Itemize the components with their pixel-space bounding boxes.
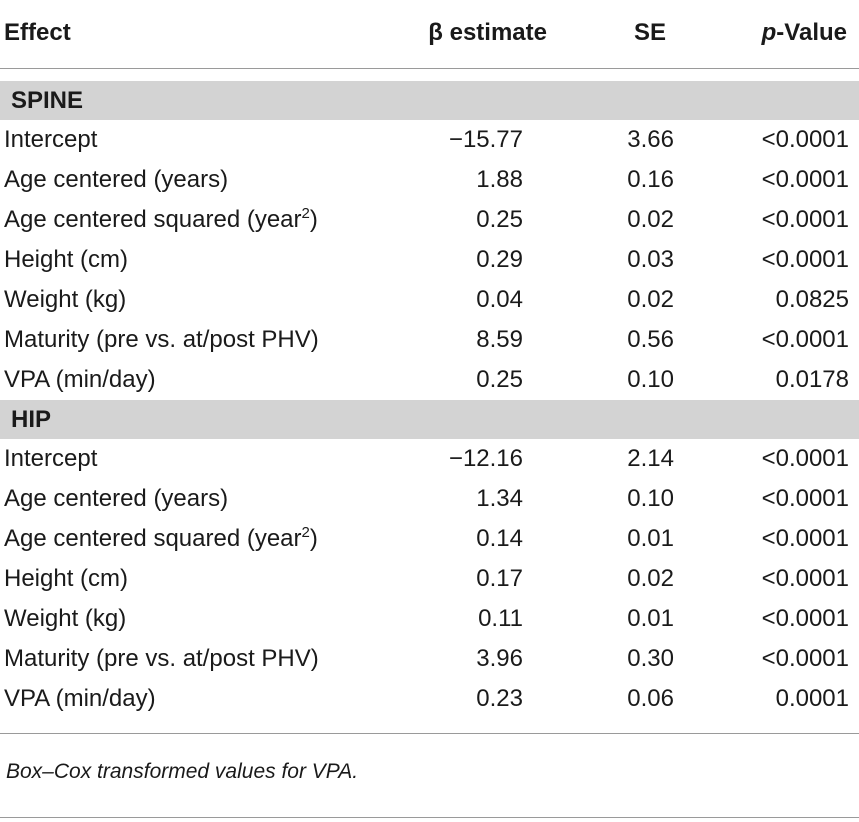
cell-se: 3.66: [627, 126, 674, 153]
header-p-italic: p: [761, 19, 777, 46]
cell-p: <0.0001: [761, 445, 849, 472]
cell-effect-close: ): [309, 525, 318, 552]
cell-beta: 0.29: [476, 246, 523, 273]
cell-beta: −15.77: [448, 126, 523, 153]
cell-beta: 0.14: [476, 525, 523, 552]
section-label: HIP: [11, 406, 52, 433]
cell-se: 0.01: [627, 525, 674, 552]
cell-beta: 3.96: [476, 645, 523, 672]
cell-effect-text: Age centered squared (year: [4, 525, 302, 552]
cell-p: <0.0001: [761, 166, 849, 193]
cell-se: 2.14: [627, 445, 674, 472]
cell-beta: 0.25: [476, 366, 523, 393]
header-rule: [0, 68, 859, 69]
table-row: Age centered squared (year2) 0.25 0.02 <…: [0, 200, 859, 240]
cell-p: <0.0001: [761, 246, 849, 273]
cell-beta: 0.11: [478, 605, 523, 632]
cell-effect-sup: 2: [301, 524, 310, 541]
table-header: Effect β estimate SE p-Value: [0, 0, 859, 68]
section-hip: HIP: [0, 400, 859, 439]
table-row: Maturity (pre vs. at/post PHV) 3.96 0.30…: [0, 639, 859, 679]
cell-effect: Weight (kg): [4, 286, 127, 313]
table-row: VPA (min/day) 0.25 0.10 0.0178: [0, 360, 859, 400]
cell-effect: Maturity (pre vs. at/post PHV): [4, 645, 319, 672]
cell-effect: Weight (kg): [4, 605, 127, 632]
table-row: VPA (min/day) 0.23 0.06 0.0001: [0, 679, 859, 719]
cell-p: <0.0001: [761, 525, 849, 552]
table-row: Intercept −15.77 3.66 <0.0001: [0, 120, 859, 160]
cell-effect: Age centered (years): [4, 485, 229, 512]
cell-effect-text: Age centered squared (year: [4, 206, 302, 233]
cell-effect: Maturity (pre vs. at/post PHV): [4, 326, 319, 353]
cell-beta: 0.23: [476, 685, 523, 712]
section-spine: SPINE: [0, 81, 859, 120]
cell-effect: Height (cm): [4, 565, 129, 592]
table-row: Weight (kg) 0.04 0.02 0.0825: [0, 280, 859, 320]
cell-beta: 1.88: [476, 166, 523, 193]
header-p-rest: -Value: [776, 19, 847, 46]
header-effect: Effect: [4, 19, 71, 46]
cell-beta: −12.16: [448, 445, 523, 472]
cell-effect: Age centered squared (year2): [4, 524, 318, 554]
cell-se: 0.56: [627, 326, 674, 353]
cell-se: 0.06: [627, 685, 674, 712]
table-row: Age centered (years) 1.34 0.10 <0.0001: [0, 479, 859, 519]
cell-p: <0.0001: [761, 605, 849, 632]
header-se: SE: [633, 19, 666, 46]
cell-p: <0.0001: [761, 206, 849, 233]
cell-beta: 0.25: [476, 206, 523, 233]
cell-effect: Age centered (years): [4, 166, 229, 193]
cell-p: 0.0001: [775, 685, 849, 712]
cell-se: 0.03: [627, 246, 674, 273]
table-row: Age centered (years) 1.88 0.16 <0.0001: [0, 160, 859, 200]
cell-effect-sup: 2: [301, 205, 310, 222]
cell-se: 0.10: [627, 485, 674, 512]
table-row: Height (cm) 0.29 0.03 <0.0001: [0, 240, 859, 280]
cell-se: 0.02: [627, 206, 674, 233]
cell-se: 0.30: [627, 645, 674, 672]
cell-effect: Intercept: [4, 445, 98, 472]
cell-effect: Age centered squared (year2): [4, 205, 318, 235]
table-row: Height (cm) 0.17 0.02 <0.0001: [0, 559, 859, 599]
cell-p: <0.0001: [761, 565, 849, 592]
cell-p: 0.0178: [775, 366, 849, 393]
header-p-value: p-Value: [762, 18, 847, 48]
cell-se: 0.01: [627, 605, 674, 632]
section-label: SPINE: [11, 87, 84, 114]
footnote-rule: [0, 817, 859, 818]
cell-beta: 8.59: [476, 326, 523, 353]
table-row: Age centered squared (year2) 0.14 0.01 <…: [0, 519, 859, 559]
cell-p: <0.0001: [761, 126, 849, 153]
cell-p: <0.0001: [761, 485, 849, 512]
table-row: Weight (kg) 0.11 0.01 <0.0001: [0, 599, 859, 639]
header-beta-estimate: β estimate: [428, 19, 547, 46]
cell-se: 0.16: [627, 166, 674, 193]
table-row: Intercept −12.16 2.14 <0.0001: [0, 439, 859, 479]
cell-p: <0.0001: [761, 326, 849, 353]
cell-p: 0.0825: [775, 286, 849, 313]
cell-effect: Intercept: [4, 126, 98, 153]
cell-beta: 0.04: [476, 286, 523, 313]
cell-se: 0.02: [627, 286, 674, 313]
cell-se: 0.02: [627, 565, 674, 592]
cell-beta: 1.34: [476, 485, 523, 512]
cell-se: 0.10: [627, 366, 674, 393]
footnote: Box–Cox transformed values for VPA.: [6, 760, 359, 783]
cell-effect: Height (cm): [4, 246, 129, 273]
table-row: Maturity (pre vs. at/post PHV) 8.59 0.56…: [0, 320, 859, 360]
table-bottom-rule: [0, 733, 859, 734]
cell-effect: VPA (min/day): [4, 685, 156, 712]
cell-effect-close: ): [309, 206, 318, 233]
cell-effect: VPA (min/day): [4, 366, 156, 393]
cell-p: <0.0001: [761, 645, 849, 672]
cell-beta: 0.17: [476, 565, 523, 592]
